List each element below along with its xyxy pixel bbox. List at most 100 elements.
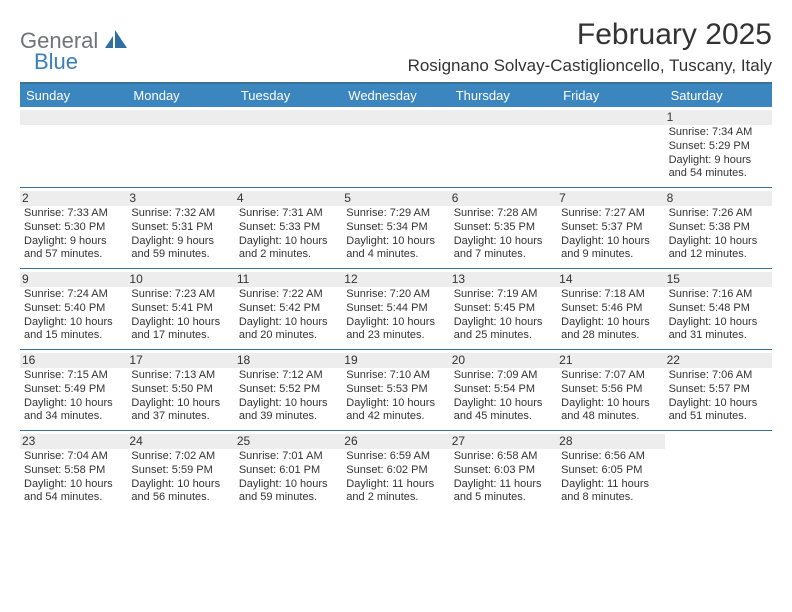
day-number: 21 xyxy=(557,353,664,368)
day-header: Sunday xyxy=(20,84,127,107)
day-cell: 1Sunrise: 7:34 AMSunset: 5:29 PMDaylight… xyxy=(665,107,772,187)
sunrise-text: Sunrise: 6:58 AM xyxy=(454,450,553,464)
day-header-row: Sunday Monday Tuesday Wednesday Thursday… xyxy=(20,84,772,107)
day-cell: 27Sunrise: 6:58 AMSunset: 6:03 PMDayligh… xyxy=(450,431,557,511)
sunset-text: Sunset: 5:52 PM xyxy=(239,383,338,397)
day-number: 14 xyxy=(557,272,664,287)
day1-text: Daylight: 10 hours xyxy=(346,397,445,411)
sunrise-text: Sunrise: 7:22 AM xyxy=(239,288,338,302)
day1-text: Daylight: 10 hours xyxy=(454,235,553,249)
brand-text: General Blue xyxy=(20,26,127,73)
day-number: 11 xyxy=(235,272,342,287)
day-cell: 14Sunrise: 7:18 AMSunset: 5:46 PMDayligh… xyxy=(557,269,664,349)
sunset-text: Sunset: 5:42 PM xyxy=(239,302,338,316)
day-cell: 28Sunrise: 6:56 AMSunset: 6:05 PMDayligh… xyxy=(557,431,664,511)
day1-text: Daylight: 10 hours xyxy=(131,316,230,330)
day1-text: Daylight: 10 hours xyxy=(239,397,338,411)
day1-text: Daylight: 10 hours xyxy=(346,235,445,249)
day-cell: 8Sunrise: 7:26 AMSunset: 5:38 PMDaylight… xyxy=(665,188,772,268)
sunrise-text: Sunrise: 7:33 AM xyxy=(24,207,123,221)
day-number: 12 xyxy=(342,272,449,287)
day2-text: and 9 minutes. xyxy=(561,248,660,262)
sunrise-text: Sunrise: 7:02 AM xyxy=(131,450,230,464)
day-number: 26 xyxy=(342,434,449,449)
sunrise-text: Sunrise: 7:16 AM xyxy=(669,288,768,302)
day-number: 6 xyxy=(450,191,557,206)
sunset-text: Sunset: 5:58 PM xyxy=(24,464,123,478)
day-number: 20 xyxy=(450,353,557,368)
day1-text: Daylight: 10 hours xyxy=(669,235,768,249)
day-cell: 23Sunrise: 7:04 AMSunset: 5:58 PMDayligh… xyxy=(20,431,127,511)
day-header: Friday xyxy=(557,84,664,107)
day1-text: Daylight: 10 hours xyxy=(131,478,230,492)
day-cell xyxy=(665,431,772,511)
day-cell: 22Sunrise: 7:06 AMSunset: 5:57 PMDayligh… xyxy=(665,350,772,430)
sunrise-text: Sunrise: 7:19 AM xyxy=(454,288,553,302)
day-cell xyxy=(342,107,449,187)
day-number: 3 xyxy=(127,191,234,206)
sunrise-text: Sunrise: 7:04 AM xyxy=(24,450,123,464)
day1-text: Daylight: 10 hours xyxy=(561,316,660,330)
sunrise-text: Sunrise: 7:18 AM xyxy=(561,288,660,302)
empty-day xyxy=(450,110,557,125)
day2-text: and 23 minutes. xyxy=(346,329,445,343)
sunset-text: Sunset: 6:05 PM xyxy=(561,464,660,478)
month-title: February 2025 xyxy=(408,18,772,52)
day2-text: and 34 minutes. xyxy=(24,410,123,424)
sunrise-text: Sunrise: 7:27 AM xyxy=(561,207,660,221)
location: Rosignano Solvay-Castiglioncello, Tuscan… xyxy=(408,56,772,76)
day-cell: 7Sunrise: 7:27 AMSunset: 5:37 PMDaylight… xyxy=(557,188,664,268)
day-number: 27 xyxy=(450,434,557,449)
day2-text: and 5 minutes. xyxy=(454,491,553,505)
empty-day xyxy=(235,110,342,125)
day-number: 5 xyxy=(342,191,449,206)
sunset-text: Sunset: 5:41 PM xyxy=(131,302,230,316)
sunrise-text: Sunrise: 7:13 AM xyxy=(131,369,230,383)
sunrise-text: Sunrise: 7:15 AM xyxy=(24,369,123,383)
sunset-text: Sunset: 5:59 PM xyxy=(131,464,230,478)
sunset-text: Sunset: 5:40 PM xyxy=(24,302,123,316)
sunrise-text: Sunrise: 7:28 AM xyxy=(454,207,553,221)
day1-text: Daylight: 9 hours xyxy=(131,235,230,249)
day-number: 25 xyxy=(235,434,342,449)
sunset-text: Sunset: 5:30 PM xyxy=(24,221,123,235)
sunset-text: Sunset: 5:35 PM xyxy=(454,221,553,235)
day-number: 1 xyxy=(665,110,772,125)
day-number: 16 xyxy=(20,353,127,368)
calendar-page: General Blue February 2025 Rosignano Sol… xyxy=(0,0,792,531)
empty-day xyxy=(557,110,664,125)
sunset-text: Sunset: 5:29 PM xyxy=(669,140,768,154)
sunrise-text: Sunrise: 7:10 AM xyxy=(346,369,445,383)
day2-text: and 25 minutes. xyxy=(454,329,553,343)
day-cell xyxy=(20,107,127,187)
day2-text: and 54 minutes. xyxy=(669,167,768,181)
day1-text: Daylight: 10 hours xyxy=(561,235,660,249)
sunset-text: Sunset: 5:37 PM xyxy=(561,221,660,235)
sunrise-text: Sunrise: 6:59 AM xyxy=(346,450,445,464)
day1-text: Daylight: 10 hours xyxy=(669,397,768,411)
day-cell: 16Sunrise: 7:15 AMSunset: 5:49 PMDayligh… xyxy=(20,350,127,430)
day-cell: 6Sunrise: 7:28 AMSunset: 5:35 PMDaylight… xyxy=(450,188,557,268)
day2-text: and 2 minutes. xyxy=(239,248,338,262)
sunset-text: Sunset: 5:48 PM xyxy=(669,302,768,316)
day2-text: and 2 minutes. xyxy=(346,491,445,505)
day-number: 28 xyxy=(557,434,664,449)
day1-text: Daylight: 10 hours xyxy=(239,316,338,330)
day-number: 7 xyxy=(557,191,664,206)
day2-text: and 4 minutes. xyxy=(346,248,445,262)
day-cell: 13Sunrise: 7:19 AMSunset: 5:45 PMDayligh… xyxy=(450,269,557,349)
day2-text: and 57 minutes. xyxy=(24,248,123,262)
title-block: February 2025 Rosignano Solvay-Castiglio… xyxy=(408,18,772,76)
sunset-text: Sunset: 5:33 PM xyxy=(239,221,338,235)
day-cell: 5Sunrise: 7:29 AMSunset: 5:34 PMDaylight… xyxy=(342,188,449,268)
day2-text: and 51 minutes. xyxy=(669,410,768,424)
sunset-text: Sunset: 6:02 PM xyxy=(346,464,445,478)
day-number: 22 xyxy=(665,353,772,368)
day-cell: 4Sunrise: 7:31 AMSunset: 5:33 PMDaylight… xyxy=(235,188,342,268)
day2-text: and 15 minutes. xyxy=(24,329,123,343)
day-cell: 15Sunrise: 7:16 AMSunset: 5:48 PMDayligh… xyxy=(665,269,772,349)
day1-text: Daylight: 10 hours xyxy=(346,316,445,330)
sunset-text: Sunset: 5:31 PM xyxy=(131,221,230,235)
sunset-text: Sunset: 5:34 PM xyxy=(346,221,445,235)
day-number: 13 xyxy=(450,272,557,287)
